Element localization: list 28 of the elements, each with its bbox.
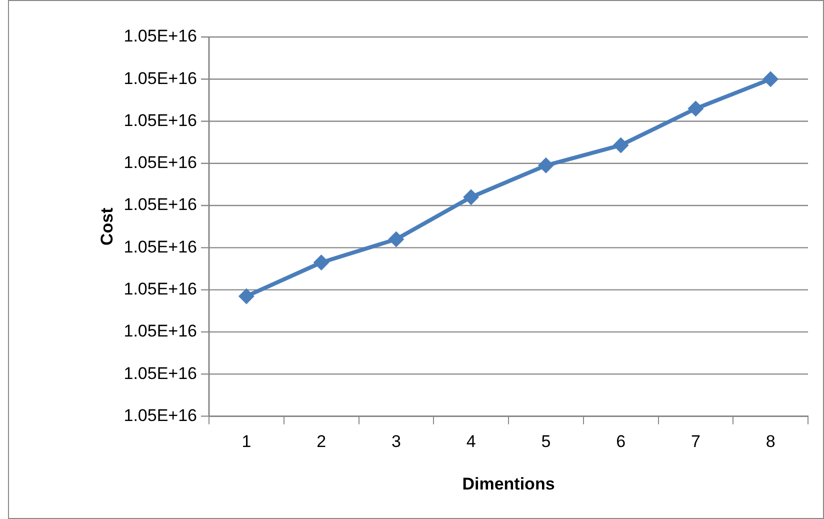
- text: 1.05E+16: [124, 237, 197, 256]
- text: 1.05E+16: [124, 322, 197, 341]
- text: 1.05E+16: [124, 26, 197, 46]
- point: [538, 157, 554, 174]
- point: [313, 254, 330, 270]
- x-tick-label: 3: [391, 432, 401, 452]
- x-tick-label: 1: [242, 432, 252, 452]
- x-tick-label: 6: [616, 432, 626, 452]
- point: [388, 231, 404, 248]
- point: [463, 189, 480, 206]
- text: 1.05E+16: [124, 195, 197, 214]
- y-axis-title: Cost: [97, 207, 116, 246]
- x-tick-label: 2: [316, 432, 326, 452]
- point: [238, 288, 254, 304]
- x-tick-label: 4: [466, 432, 476, 452]
- text: 1.05E+16: [124, 279, 197, 298]
- x-tick-label: 7: [690, 432, 700, 452]
- x-tick-label: 5: [541, 432, 551, 452]
- point: [762, 71, 779, 88]
- text: 1.05E+16: [124, 406, 197, 425]
- x-axis-title: Dimentions: [462, 474, 555, 494]
- text: 1.05E+16: [124, 68, 197, 88]
- text: 1.05E+16: [124, 153, 197, 172]
- x-tick-label: 8: [766, 432, 776, 452]
- point: [612, 137, 629, 154]
- point: [688, 100, 704, 117]
- text: 1.05E+16: [124, 364, 197, 383]
- text: 1.05E+16: [124, 110, 197, 130]
